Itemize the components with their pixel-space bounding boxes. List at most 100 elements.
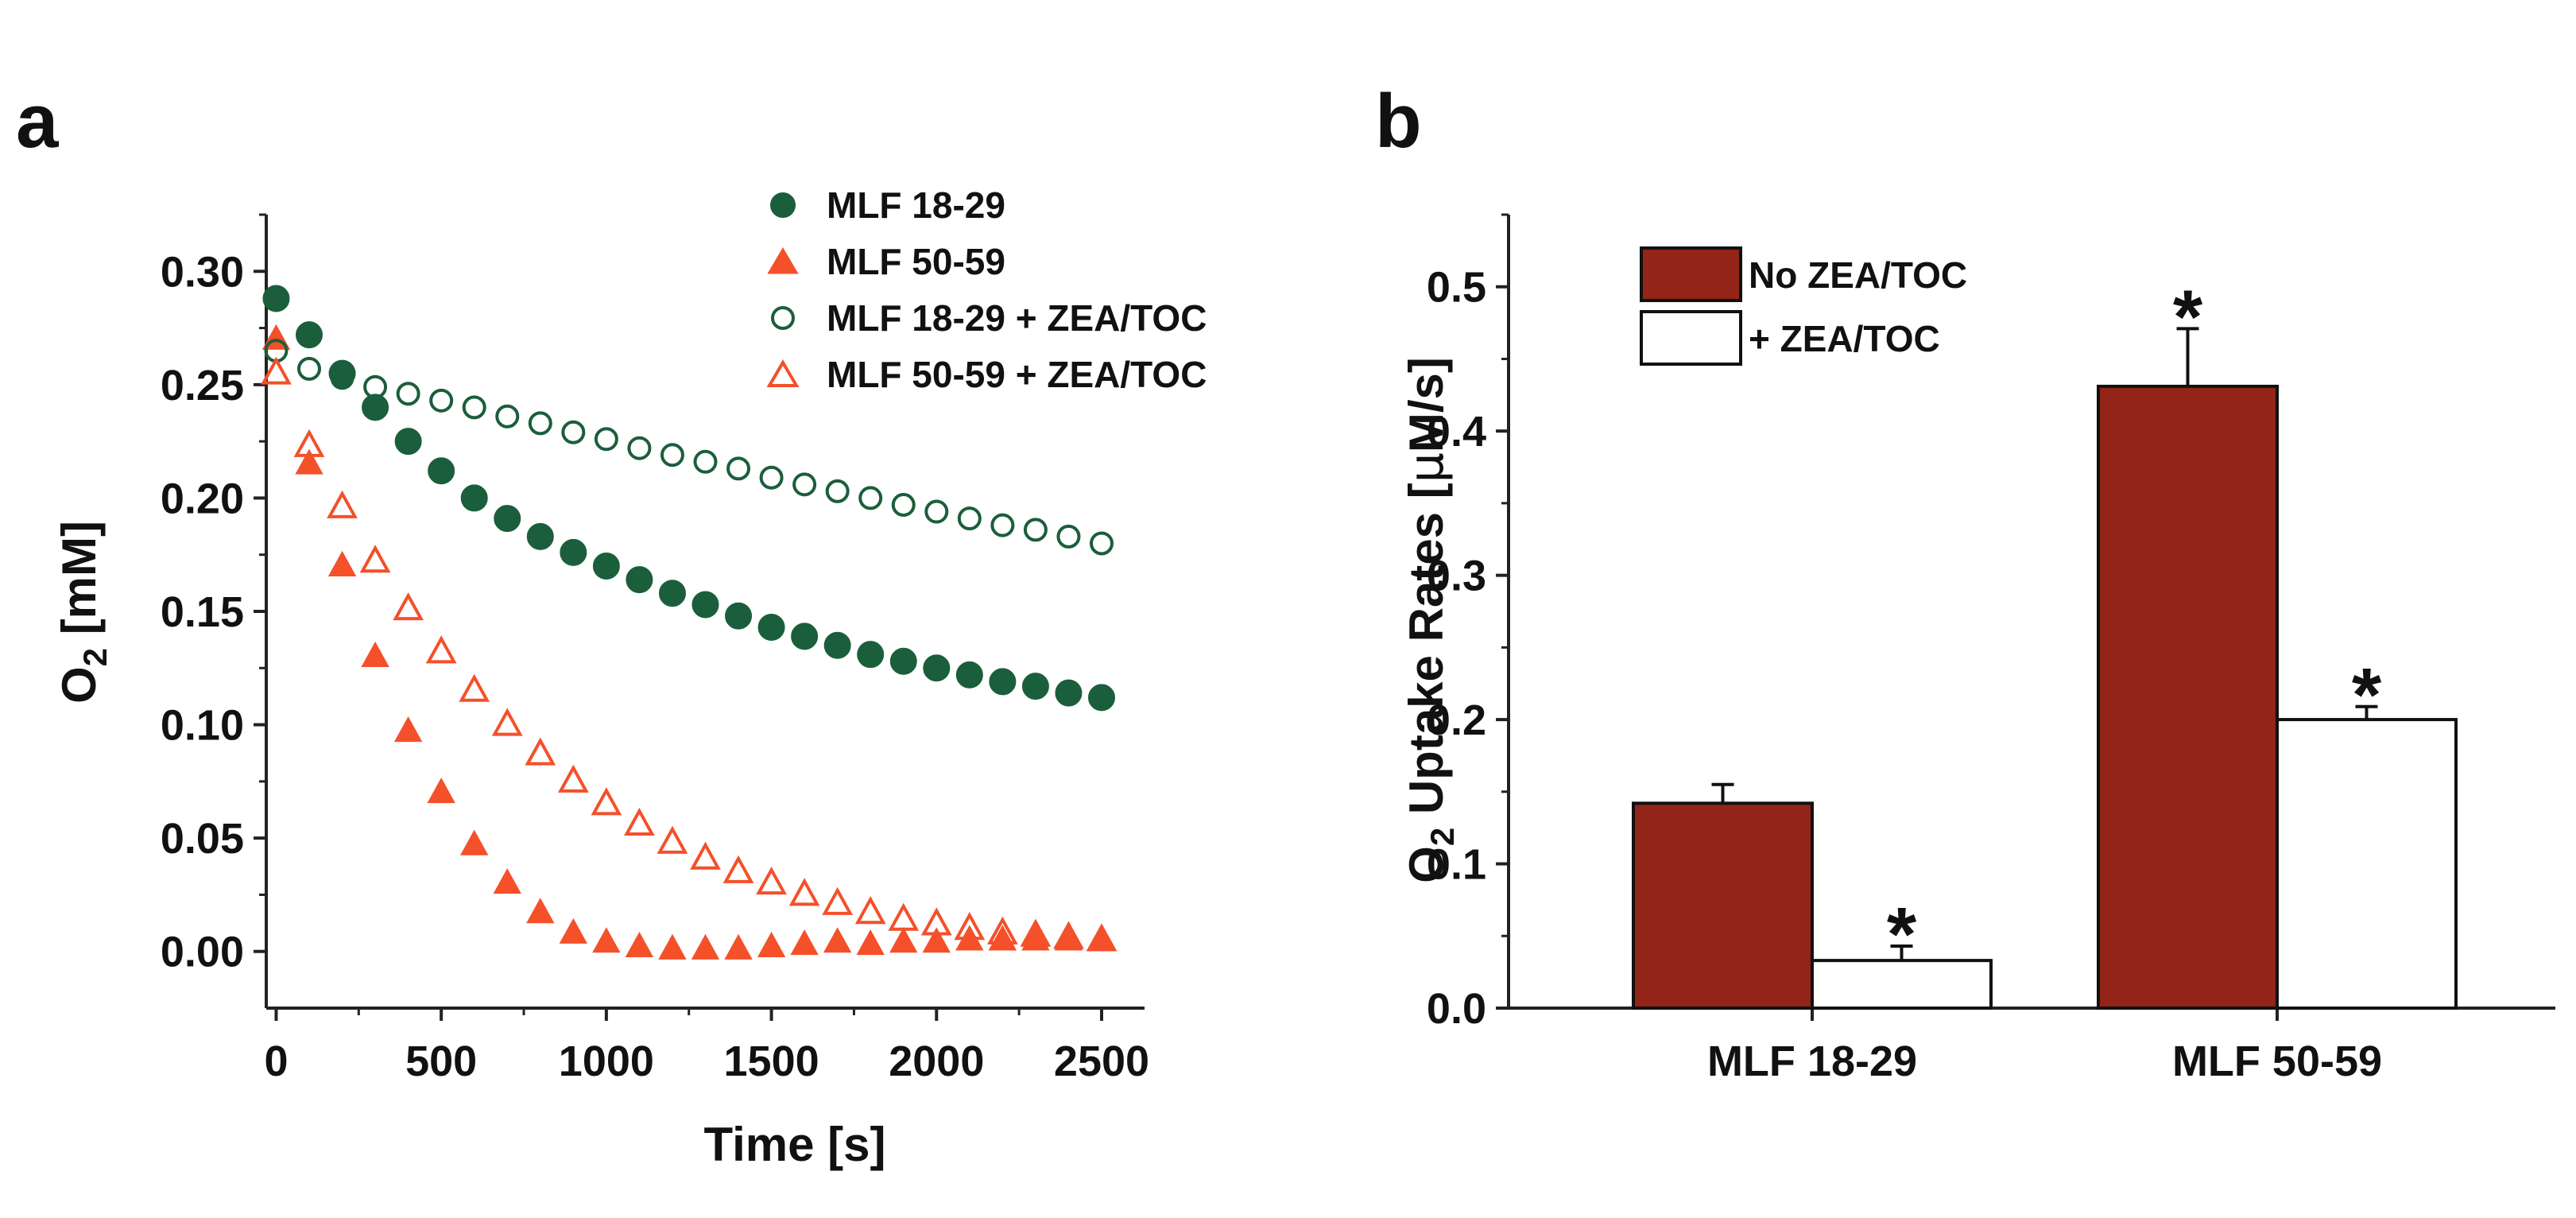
data-point: [889, 647, 917, 675]
data-point: [823, 927, 852, 953]
panel-a-x-axis-title: Time [s]: [704, 1118, 886, 1171]
data-point: [823, 631, 851, 659]
panel-b-y-axis-title-mu: μ: [1399, 452, 1455, 483]
data-point: [561, 420, 586, 444]
data-point: [526, 898, 555, 924]
data-point: [1055, 679, 1083, 707]
data-point: [1020, 918, 1052, 947]
data-point: [460, 484, 488, 512]
panel-a-y-tick-label: 0.05: [161, 815, 244, 863]
legend-item-mlf-50-59: MLF 50-59: [767, 241, 1005, 282]
bar: [2097, 384, 2279, 1010]
data-point: [955, 661, 983, 689]
data-point: [560, 538, 587, 566]
data-point: [592, 927, 621, 953]
data-point: [293, 429, 325, 457]
data-point: [889, 927, 918, 953]
data-point: [625, 931, 654, 958]
data-point: [495, 404, 520, 429]
data-point: [1087, 925, 1116, 951]
panel-a-x-ticks: 0 500 1000 1500 2000 2500: [264, 1008, 1149, 1085]
data-point: [691, 591, 719, 619]
data-point: [920, 907, 952, 936]
data-point: [592, 552, 620, 580]
data-point: [1053, 921, 1084, 949]
panel-a-y-axis-title-unit: [mM]: [52, 521, 106, 648]
panel-a-y-axis-title-main: O: [52, 666, 106, 704]
data-point: [857, 641, 885, 669]
bar: [2276, 718, 2458, 1010]
data-point: [359, 545, 391, 573]
legend-marker-filled-circle: [770, 192, 796, 218]
panel-b-y-tick-label: 0.3: [1427, 553, 1486, 600]
panel-b-y-ticks: 0.0 0.1 0.2 0.3 0.4 0.5: [1427, 213, 1509, 1033]
data-point: [790, 929, 819, 956]
data-point: [986, 916, 1018, 945]
legend-label-mlf-50-59-zea-toc: MLF 50-59 + ZEA/TOC: [827, 354, 1207, 395]
data-point: [856, 929, 885, 956]
panel-a-x-tick-label: 1500: [724, 1038, 819, 1085]
legend-item-mlf-18-29-zea-toc: MLF 18-29 + ZEA/TOC: [771, 297, 1207, 339]
panel-b-legend: No ZEA/TOC + ZEA/TOC: [1640, 246, 1967, 366]
panel-b-y-tick-label: 0.0: [1427, 985, 1486, 1033]
data-point: [462, 395, 486, 420]
legend-marker-open-circle: [771, 306, 795, 330]
data-point: [822, 886, 854, 915]
series-3: [261, 356, 1118, 952]
data-point: [396, 382, 420, 406]
panel-a-x-tick-label: 1000: [559, 1038, 654, 1085]
data-point: [1089, 531, 1114, 556]
legend-item-mlf-50-59-zea-toc: MLF 50-59 + ZEA/TOC: [766, 354, 1207, 395]
data-point: [1021, 673, 1049, 700]
data-point: [1023, 518, 1048, 542]
data-point: [328, 359, 356, 387]
significance-star: *: [2173, 274, 2203, 359]
data-point: [691, 933, 720, 960]
legend-swatch-no-zea-toc: [1640, 246, 1742, 302]
panel-a-y-tick-label: 0.25: [161, 362, 244, 409]
data-point: [888, 902, 920, 931]
panel-a: a 0.00 0.05 0.10 0.15 0.20 0.25 0.30 0 500 1000 1…: [16, 79, 1207, 1171]
data-point: [658, 580, 686, 607]
legend-swatch-zea-toc: [1640, 310, 1742, 366]
panel-a-legend: MLF 18-29 MLF 50-59 MLF 18-29 + ZEA/TOC …: [766, 184, 1207, 395]
data-point: [690, 841, 721, 870]
data-point: [660, 443, 684, 467]
data-point: [957, 506, 982, 531]
series-1: [261, 324, 1116, 960]
legend-label-mlf-18-29: MLF 18-29: [827, 184, 1005, 226]
data-point: [891, 492, 916, 517]
panel-a-y-tick-label: 0.20: [161, 475, 244, 522]
series-2: [264, 339, 1114, 556]
data-point: [493, 868, 521, 894]
data-point: [791, 623, 819, 650]
data-point: [327, 550, 357, 576]
panel-a-y-tick-label: 0.15: [161, 588, 244, 636]
data-point: [460, 829, 489, 855]
data-point: [726, 456, 751, 481]
panel-b-y-axis-title-sub: 2: [1424, 828, 1461, 846]
data-point: [825, 479, 850, 503]
legend-label-zea-toc: + ZEA/TOC: [1749, 318, 1940, 359]
data-point: [526, 522, 554, 550]
panel-b-letter: b: [1375, 79, 1422, 164]
data-point: [759, 465, 784, 490]
panel-b-bars: MLF 18-29 * MLF 50-59 * *: [1632, 274, 2458, 1085]
data-point: [725, 602, 753, 630]
panel-b-y-tick-label: 0.4: [1427, 408, 1486, 456]
data-point: [297, 356, 322, 381]
panel-b-y-axis-title-main: O: [1400, 846, 1453, 883]
panel-b-y-axis-title: O2 Uptake Rates [μM/s]: [1399, 357, 1461, 883]
data-point: [1056, 524, 1081, 549]
panel-b-y-tick-label: 0.5: [1427, 264, 1486, 312]
legend-item-zea-toc: + ZEA/TOC: [1640, 310, 1940, 366]
legend-item-mlf-18-29: MLF 18-29: [770, 184, 1005, 226]
panel-b-y-tick-label: 0.1: [1427, 841, 1486, 889]
legend-label-mlf-50-59: MLF 50-59: [827, 241, 1005, 282]
data-point: [491, 708, 523, 736]
bar: [1632, 801, 1814, 1010]
data-point: [924, 499, 949, 524]
panel-b-y-tick-label: 0.2: [1427, 696, 1486, 744]
data-point: [295, 448, 323, 475]
